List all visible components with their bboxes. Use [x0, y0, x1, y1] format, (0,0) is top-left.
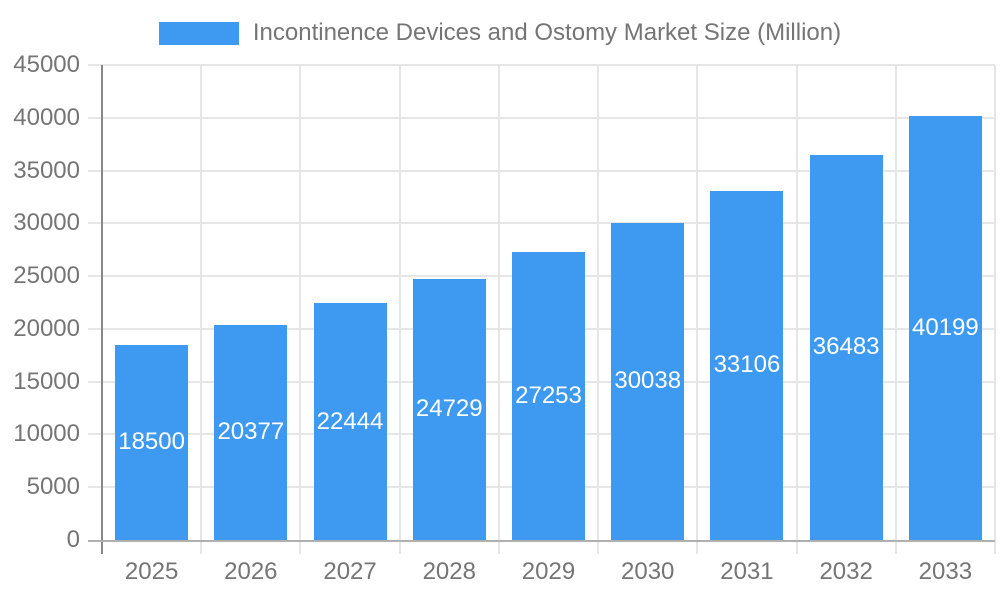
h-gridline	[88, 116, 995, 119]
legend[interactable]: Incontinence Devices and Ostomy Market S…	[0, 19, 1000, 47]
h-gridline	[88, 169, 995, 172]
v-gridline	[299, 65, 302, 554]
bar-value-label: 20377	[217, 418, 285, 446]
h-gridline	[88, 222, 995, 225]
bar-value-label: 24729	[415, 395, 483, 423]
y-tick-label: 40000	[13, 103, 80, 131]
legend-label: Incontinence Devices and Ostomy Market S…	[252, 19, 842, 46]
bar-2025: 18500	[115, 344, 189, 540]
bar-2032: 36483	[809, 154, 883, 540]
plot-area: 18500 20377 22444 24729 27253 30038 33106 36483…	[88, 64, 996, 554]
v-gridline	[200, 65, 203, 554]
y-tick-label: 35000	[13, 156, 80, 184]
v-gridline	[497, 65, 500, 554]
bar-value-label: 18500	[118, 428, 185, 456]
bar-value-label: 22444	[316, 407, 384, 435]
x-tick-label: 2027	[323, 558, 377, 585]
y-tick-label: 20000	[13, 314, 80, 342]
v-gridline	[894, 65, 897, 554]
x-tick-label: 2032	[819, 558, 873, 585]
y-tick-label: 0	[66, 526, 80, 553]
y-tick-label: 15000	[13, 367, 80, 395]
y-tick-label: 10000	[13, 420, 80, 448]
y-tick-label: 25000	[13, 262, 80, 290]
x-tick-label: 2033	[918, 558, 973, 585]
x-tick-label: 2029	[521, 558, 576, 585]
bar-2027: 22444	[313, 303, 387, 540]
bar-2029: 27253	[512, 252, 585, 540]
x-tick-label: 2026	[224, 558, 278, 585]
bar-2031: 33106	[710, 190, 784, 540]
bar-2030: 30038	[611, 222, 685, 540]
v-gridline	[696, 65, 699, 554]
x-tick-label: 2031	[720, 558, 774, 585]
h-gridline	[88, 64, 995, 66]
bar-value-label: 30038	[614, 367, 682, 395]
bar-2033: 40199	[908, 115, 982, 540]
x-tick-label: 2028	[422, 558, 476, 585]
y-tick-label: 30000	[13, 209, 80, 237]
v-gridline	[994, 65, 996, 554]
y-tick-label: 5000	[26, 473, 80, 501]
bar-value-label: 40199	[912, 313, 979, 341]
bar-value-label: 27253	[515, 382, 582, 410]
bar-2026: 20377	[214, 324, 288, 540]
x-tick-label: 2025	[124, 558, 179, 585]
v-gridline	[398, 65, 401, 554]
bar-value-label: 36483	[812, 333, 880, 361]
bar-2028: 24729	[412, 278, 486, 540]
y-axis-line	[101, 65, 103, 554]
v-gridline	[597, 65, 600, 554]
x-tick-label: 2030	[621, 558, 675, 585]
y-tick-label: 45000	[13, 51, 80, 78]
bar-value-label: 33106	[713, 351, 781, 379]
legend-swatch-icon	[158, 21, 239, 45]
v-gridline	[795, 65, 798, 554]
x-axis-line	[88, 540, 995, 542]
